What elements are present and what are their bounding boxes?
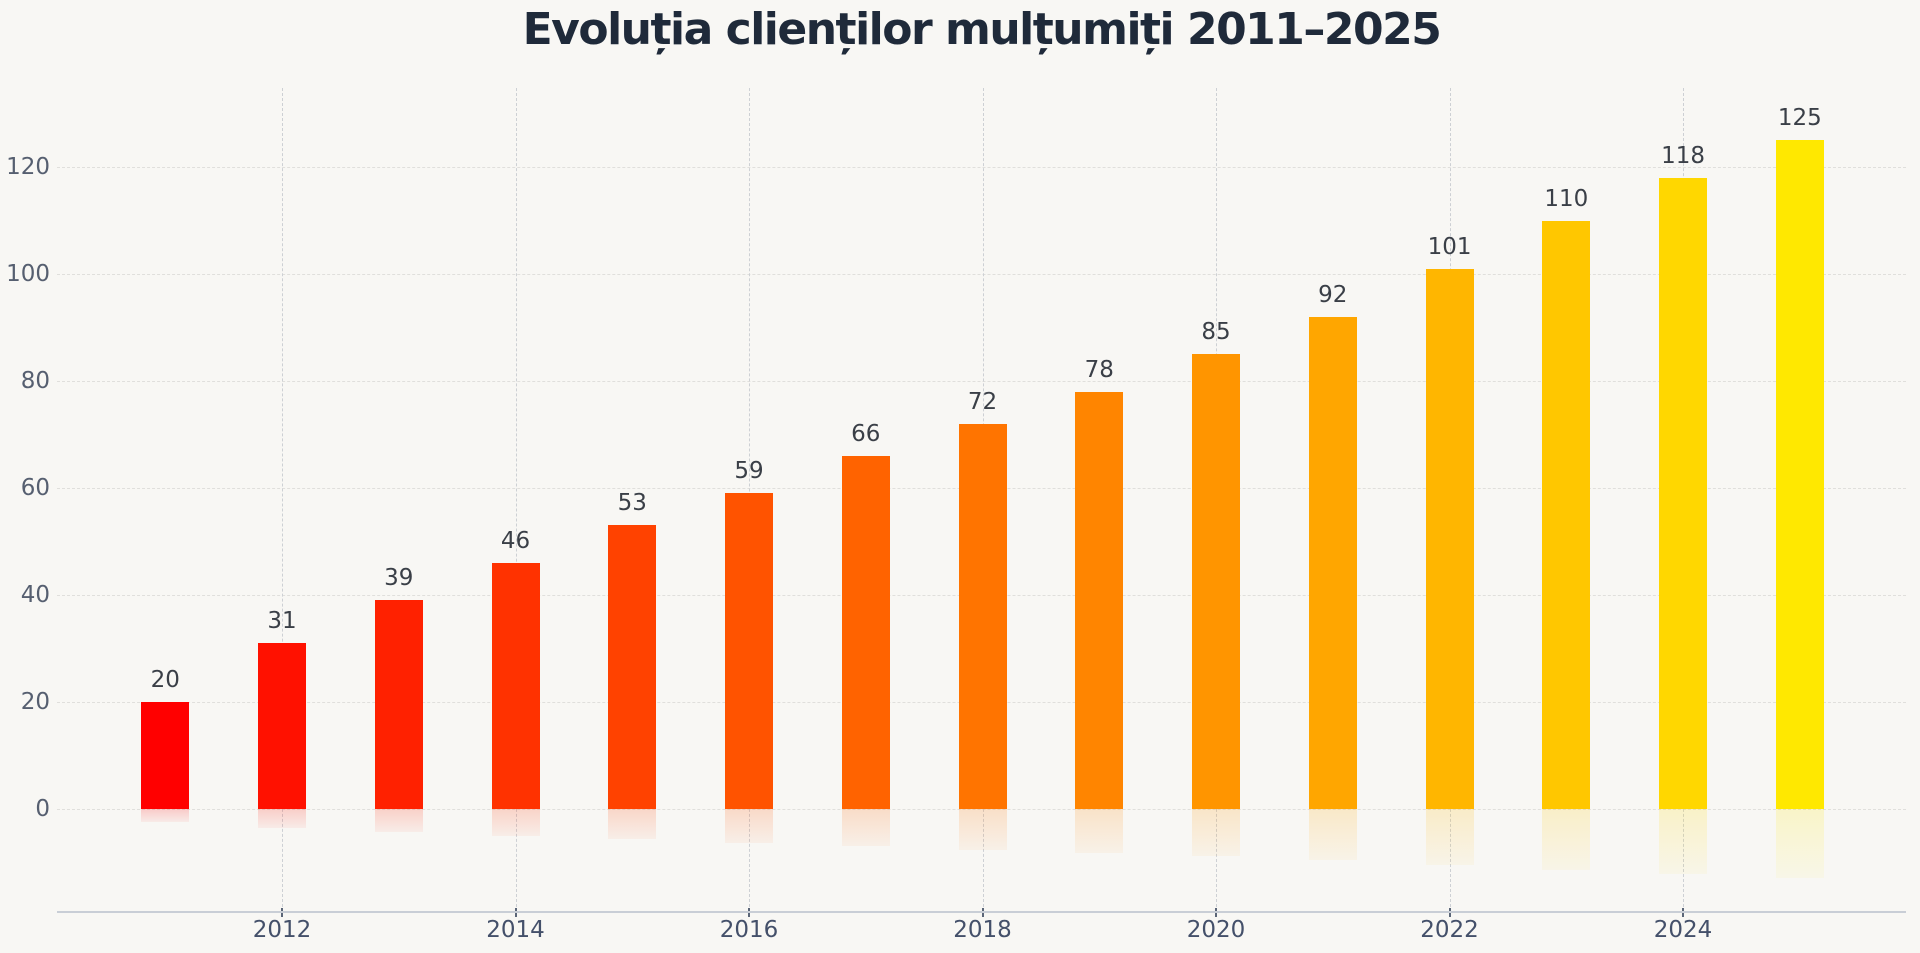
y-axis-tick-label: 0: [35, 796, 50, 822]
bar-2016: [725, 493, 774, 809]
bar-value-label: 53: [617, 490, 647, 517]
bar-2020: [1192, 354, 1241, 809]
bar-value-label: 92: [1318, 281, 1348, 308]
bar-value-label: 72: [967, 388, 998, 415]
y-axis-tick-label: 120: [6, 154, 50, 180]
bar-2013: [374, 600, 423, 809]
bar-reflection: [958, 809, 1007, 850]
bar-reflection: [725, 809, 774, 843]
vertical-gridline: [515, 88, 517, 912]
bar-2025: [1775, 140, 1824, 809]
x-axis-tick-label: 2016: [719, 917, 779, 943]
bar-2012: [258, 643, 307, 809]
bar-2011: [141, 702, 190, 809]
bar-2022: [1425, 268, 1474, 809]
x-axis-tick-label: 2018: [953, 917, 1012, 943]
bar-value-label: 31: [267, 608, 297, 635]
bar-2015: [608, 525, 657, 809]
x-axis-line: [57, 911, 1906, 913]
bar-reflection: [141, 809, 190, 822]
bar-reflection: [1659, 809, 1708, 875]
x-axis-tick-label: 2014: [486, 917, 545, 943]
bar-reflection: [1542, 809, 1591, 870]
y-axis-tick-label: 20: [20, 689, 50, 715]
bar-value-label: 118: [1661, 142, 1705, 169]
bar-2024: [1659, 177, 1708, 809]
bar-reflection: [608, 809, 657, 840]
bar-2019: [1075, 391, 1124, 809]
bar-2021: [1308, 316, 1357, 809]
bar-2017: [841, 455, 890, 809]
y-axis-tick-label: 40: [20, 582, 50, 608]
bar-value-label: 39: [384, 565, 414, 592]
chart-title: Evoluția clienților mulțumiți 2011–2025: [522, 4, 1442, 55]
bar-reflection: [841, 809, 890, 847]
x-axis-tick-label: 2024: [1653, 917, 1713, 943]
bar-2023: [1542, 220, 1591, 809]
vertical-gridline: [282, 88, 284, 912]
horizontal-gridline: [57, 274, 1906, 275]
bar-reflection: [374, 809, 423, 832]
x-axis-tick-label: 2020: [1186, 917, 1246, 943]
bar-reflection: [258, 809, 307, 828]
bar-value-label: 46: [500, 527, 531, 554]
bar-value-label: 125: [1777, 105, 1822, 132]
bar-value-label: 85: [1201, 319, 1231, 346]
bar-reflection: [1425, 809, 1474, 866]
bar-value-label: 110: [1544, 185, 1589, 212]
bar-reflection: [1075, 809, 1124, 853]
y-axis-tick-label: 80: [20, 368, 50, 394]
bar-value-label: 59: [734, 458, 764, 485]
bar-reflection: [1192, 809, 1241, 857]
bar-reflection: [1775, 809, 1824, 878]
bar-reflection: [1308, 809, 1357, 861]
bar-reflection: [491, 809, 540, 836]
x-axis-tick-label: 2012: [252, 917, 312, 943]
bar-2018: [958, 423, 1007, 809]
horizontal-gridline: [57, 809, 1906, 810]
horizontal-gridline: [57, 167, 1906, 168]
bar-2014: [491, 562, 540, 809]
bar-value-label: 66: [851, 420, 881, 447]
bar-value-label: 101: [1427, 233, 1472, 260]
horizontal-gridline: [57, 381, 1906, 382]
y-axis-tick-label: 100: [6, 261, 50, 287]
x-axis-tick-label: 2022: [1420, 917, 1479, 943]
bar-value-label: 78: [1084, 356, 1114, 383]
bar-value-label: 20: [150, 667, 180, 693]
y-axis-tick-label: 60: [20, 475, 50, 501]
